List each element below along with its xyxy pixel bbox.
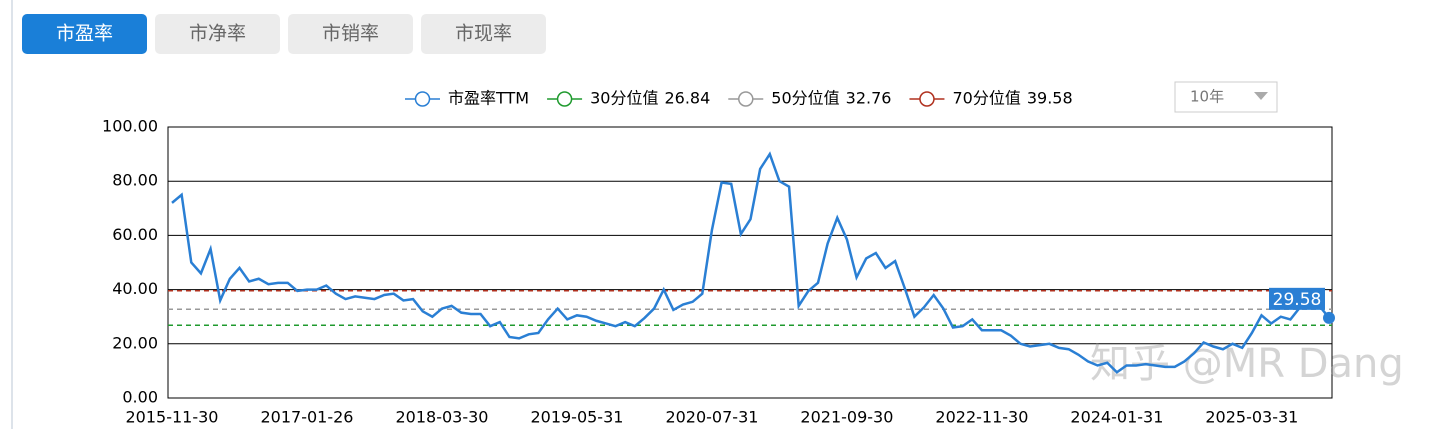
- legend-label: 32.76: [846, 89, 892, 108]
- x-tick-label: 2017-01-26: [260, 408, 353, 427]
- tab[interactable]: [155, 14, 280, 54]
- dropdown[interactable]: 10年: [1174, 81, 1278, 113]
- legend-label: 26.84: [664, 89, 710, 108]
- legend-icon-circle: [414, 91, 431, 107]
- y-tick-label: 40.00: [112, 279, 158, 298]
- tab-label[interactable]: 市销率: [322, 23, 379, 45]
- tab-label[interactable]: 市现率: [455, 23, 512, 45]
- y-tick-label: 0.00: [122, 388, 158, 407]
- legend-icon-circle: [919, 91, 935, 107]
- last-point: [1323, 311, 1335, 324]
- y-tick-label: 100.00: [102, 117, 158, 136]
- x-tick-label: 2019-05-31: [530, 408, 623, 427]
- dropdown-label: 10年: [1190, 88, 1224, 106]
- x-tick-label: 2018-03-30: [395, 408, 488, 427]
- legend-icon-circle: [556, 91, 573, 107]
- tab[interactable]: [421, 14, 546, 54]
- x-tick-label: 2015-11-30: [126, 408, 219, 427]
- y-tick-label: 20.00: [112, 333, 158, 352]
- x-tick-label: 2020-07-31: [665, 408, 758, 427]
- legend-label: 70分位值: [952, 89, 1020, 108]
- x-tick-label: 2022-11-30: [935, 408, 1028, 427]
- legend-label: 30分位值: [590, 89, 658, 108]
- y-tick-label: 60.00: [112, 225, 158, 244]
- tab-label[interactable]: 市净率: [189, 23, 246, 45]
- tab[interactable]: [22, 14, 147, 54]
- tab[interactable]: [288, 14, 413, 54]
- legend-label: 50分位值: [771, 89, 839, 108]
- tab-label[interactable]: 市盈率: [56, 23, 113, 45]
- watermark: 知乎 @MR Dang: [1090, 341, 1404, 387]
- legend-label: 市盈率TTM: [448, 89, 529, 108]
- y-tick-label: 80.00: [112, 171, 158, 190]
- value-label: 29.58: [1273, 290, 1322, 310]
- x-tick-label: 2025-03-31: [1205, 408, 1298, 427]
- x-tick-label: 2021-09-30: [800, 408, 893, 427]
- legend-icon-circle: [738, 91, 754, 107]
- value-label-box: [1269, 287, 1325, 310]
- dropdown-arrow: [1254, 92, 1268, 100]
- x-tick-label: 2024-01-31: [1070, 408, 1163, 427]
- series-line: [171, 151, 1330, 374]
- legend-label: 39.58: [1027, 89, 1073, 108]
